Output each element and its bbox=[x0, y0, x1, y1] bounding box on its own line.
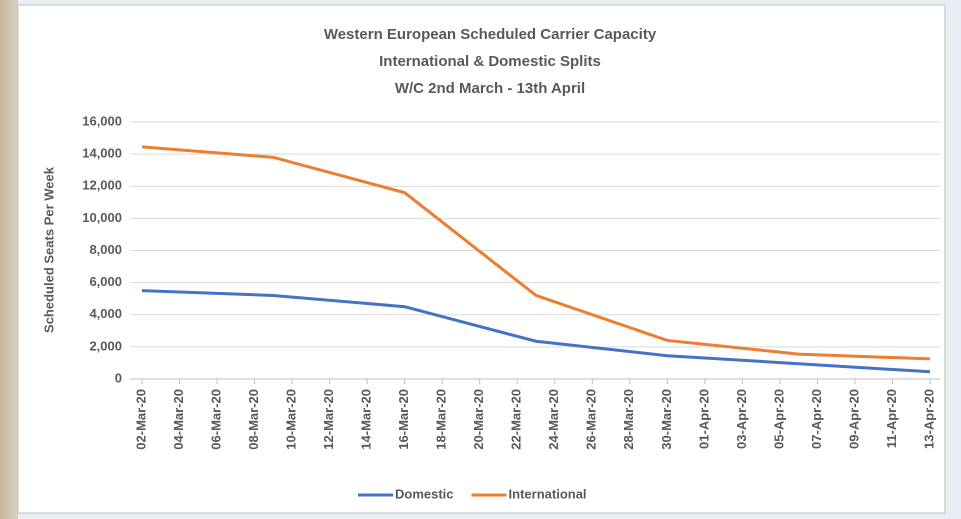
chart-subtitle: International & Domestic Splits bbox=[379, 53, 601, 70]
x-tick-label: 09-Apr-20 bbox=[846, 389, 861, 449]
x-tick-label: 26-Mar-20 bbox=[584, 389, 599, 450]
y-tick-label: 12,000 bbox=[82, 178, 122, 193]
y-tick-label: 0 bbox=[115, 370, 122, 385]
legend-label: International bbox=[509, 486, 587, 501]
x-tick-label: 11-Apr-20 bbox=[884, 389, 899, 448]
chart: Western European Scheduled Carrier Capac… bbox=[0, 0, 961, 519]
x-tick-label: 14-Mar-20 bbox=[359, 389, 374, 450]
y-tick-label: 8,000 bbox=[89, 242, 122, 257]
y-tick-label: 6,000 bbox=[89, 274, 122, 289]
y-tick-label: 4,000 bbox=[89, 306, 122, 321]
x-tick-label: 03-Apr-20 bbox=[734, 389, 749, 449]
y-tick-label: 16,000 bbox=[82, 113, 122, 128]
y-tick-label: 10,000 bbox=[82, 210, 122, 225]
x-tick-label: 30-Mar-20 bbox=[659, 389, 674, 450]
chart-subtitle: W/C 2nd March - 13th April bbox=[395, 80, 585, 97]
x-tick-label: 28-Mar-20 bbox=[621, 389, 636, 450]
x-tick-label: 20-Mar-20 bbox=[471, 389, 486, 450]
x-tick-label: 13-Apr-20 bbox=[921, 389, 936, 449]
x-tick-label: 06-Mar-20 bbox=[208, 389, 223, 450]
x-tick-label: 22-Mar-20 bbox=[509, 389, 524, 450]
legend-label: Domestic bbox=[395, 486, 454, 501]
y-tick-label: 2,000 bbox=[89, 338, 122, 353]
x-tick-label: 12-Mar-20 bbox=[321, 389, 336, 450]
y-axis-label: Scheduled Seats Per Week bbox=[41, 166, 56, 333]
x-tick-label: 08-Mar-20 bbox=[246, 389, 261, 450]
y-tick-label: 14,000 bbox=[82, 146, 122, 161]
x-tick-label: 01-Apr-20 bbox=[696, 389, 711, 449]
x-tick-label: 04-Mar-20 bbox=[171, 389, 186, 450]
x-tick-label: 10-Mar-20 bbox=[284, 389, 299, 450]
x-tick-label: 24-Mar-20 bbox=[546, 389, 561, 450]
page: Western European Scheduled Carrier Capac… bbox=[0, 0, 961, 519]
chart-title: Western European Scheduled Carrier Capac… bbox=[324, 26, 657, 43]
x-tick-label: 02-Mar-20 bbox=[133, 389, 148, 450]
x-tick-label: 18-Mar-20 bbox=[434, 389, 449, 450]
x-tick-label: 07-Apr-20 bbox=[809, 389, 824, 449]
x-tick-label: 05-Apr-20 bbox=[771, 389, 786, 449]
x-tick-label: 16-Mar-20 bbox=[396, 389, 411, 450]
